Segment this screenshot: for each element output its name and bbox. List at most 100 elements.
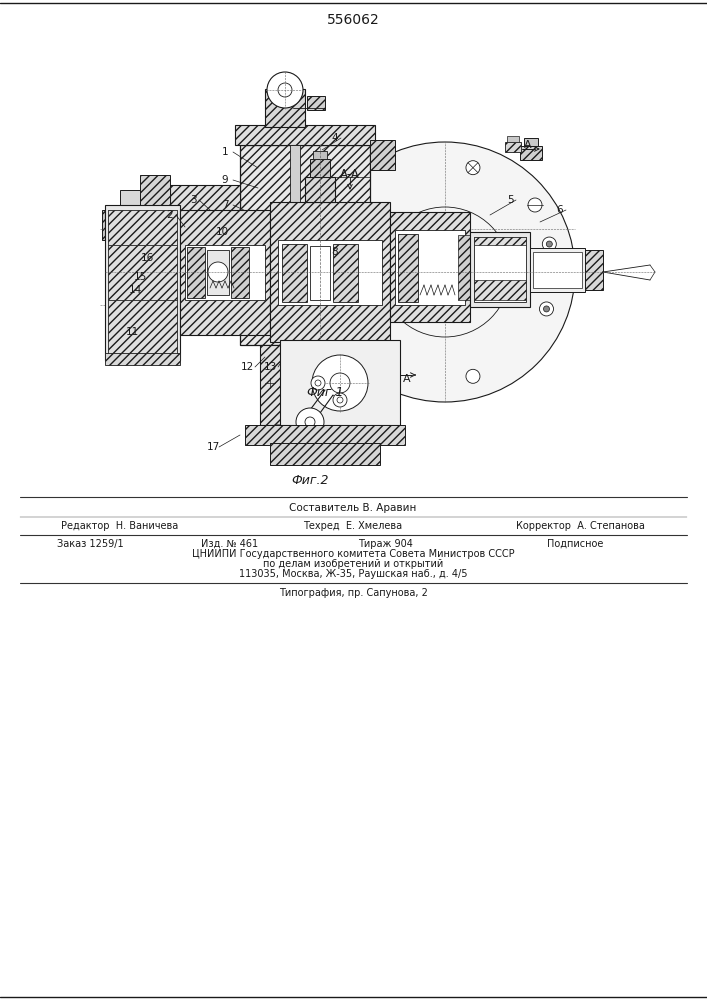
Bar (260, 345, 350, 425)
Text: A: A (524, 140, 532, 150)
Bar (280, 340, 400, 425)
Bar (474, 237, 526, 245)
Bar (105, 205, 180, 360)
Bar (533, 252, 582, 288)
Text: по делам изобретений и открытий: по делам изобретений и открытий (263, 559, 443, 569)
Bar (240, 145, 370, 345)
Text: 16: 16 (141, 253, 153, 263)
Bar (585, 250, 603, 290)
Bar (265, 217, 277, 241)
Bar (231, 247, 249, 298)
Text: 113035, Москва, Ж-35, Раушская наб., д. 4/5: 113035, Москва, Ж-35, Раушская наб., д. … (239, 569, 467, 579)
Text: A-A: A-A (340, 168, 360, 182)
Bar (307, 96, 325, 110)
Bar (108, 245, 177, 300)
Bar (108, 210, 177, 355)
Bar (240, 213, 370, 245)
Bar (270, 443, 380, 465)
Bar (187, 247, 205, 298)
Bar (140, 175, 170, 295)
Polygon shape (471, 258, 509, 302)
Polygon shape (375, 243, 395, 267)
Bar (390, 212, 470, 322)
Circle shape (333, 393, 347, 407)
Bar (102, 210, 117, 240)
Bar (278, 240, 382, 305)
Bar (265, 89, 305, 127)
Bar (207, 250, 229, 295)
Text: Фиг.1: Фиг.1 (306, 385, 344, 398)
Bar (524, 138, 538, 146)
Bar (108, 210, 177, 245)
Circle shape (287, 221, 303, 237)
Bar (115, 215, 170, 235)
Bar (310, 159, 330, 177)
Text: 1: 1 (222, 147, 228, 157)
Text: A: A (403, 374, 411, 384)
Text: 12: 12 (240, 362, 254, 372)
Bar (180, 210, 270, 335)
Bar (505, 142, 521, 152)
Bar (245, 425, 405, 445)
Circle shape (466, 161, 480, 175)
Text: 11: 11 (125, 327, 139, 337)
Bar (235, 125, 375, 145)
Text: Подписное: Подписное (547, 539, 603, 549)
Bar (313, 151, 327, 159)
Circle shape (362, 341, 375, 355)
Bar (108, 300, 177, 355)
Bar (290, 145, 300, 330)
Text: 10: 10 (216, 227, 228, 237)
Text: Редактор  Н. Ваничева: Редактор Н. Ваничева (62, 521, 179, 531)
Text: Изд. № 461: Изд. № 461 (201, 539, 259, 549)
Text: Заказ 1259/1: Заказ 1259/1 (57, 539, 123, 549)
Text: 2: 2 (167, 210, 173, 220)
Circle shape (125, 215, 145, 235)
Bar (398, 234, 418, 302)
Bar (470, 232, 530, 307)
Bar (530, 248, 585, 292)
Text: 14: 14 (129, 285, 141, 295)
Bar (520, 146, 542, 160)
Bar (277, 215, 295, 243)
Text: Тираж 904: Тираж 904 (358, 539, 412, 549)
Bar (120, 190, 140, 280)
Bar (370, 140, 395, 170)
Bar (135, 295, 160, 310)
Circle shape (311, 376, 325, 390)
Circle shape (542, 237, 556, 251)
Circle shape (340, 219, 354, 233)
Circle shape (547, 241, 552, 247)
Bar (395, 230, 465, 305)
Text: 5: 5 (507, 195, 513, 205)
Text: Составитель В. Аравин: Составитель В. Аравин (289, 503, 416, 513)
Text: 9: 9 (222, 175, 228, 185)
Text: ЦНИИПИ Государственного комитета Совета Министров СССР: ЦНИИПИ Государственного комитета Совета … (192, 549, 514, 559)
Text: Фиг.2: Фиг.2 (291, 474, 329, 487)
Bar (458, 235, 473, 300)
Bar (185, 245, 265, 300)
Bar (474, 280, 526, 300)
Circle shape (208, 262, 228, 282)
Bar (295, 219, 303, 239)
Polygon shape (310, 210, 435, 300)
Bar (170, 210, 240, 240)
Text: Типография, пр. Сапунова, 2: Типография, пр. Сапунова, 2 (279, 588, 428, 598)
Bar (507, 136, 519, 142)
Text: 556062: 556062 (327, 13, 380, 27)
Bar (333, 244, 358, 302)
Bar (105, 353, 180, 365)
Text: 8: 8 (332, 247, 339, 257)
Bar (170, 185, 240, 265)
Text: 17: 17 (206, 442, 220, 452)
Bar (305, 177, 335, 202)
Circle shape (141, 310, 155, 324)
Bar (115, 218, 170, 232)
Bar (282, 244, 307, 302)
Circle shape (296, 408, 324, 436)
Text: 7: 7 (222, 200, 228, 210)
Circle shape (312, 355, 368, 411)
Text: 13: 13 (264, 362, 276, 372)
Text: 15: 15 (134, 272, 146, 282)
Circle shape (544, 306, 549, 312)
